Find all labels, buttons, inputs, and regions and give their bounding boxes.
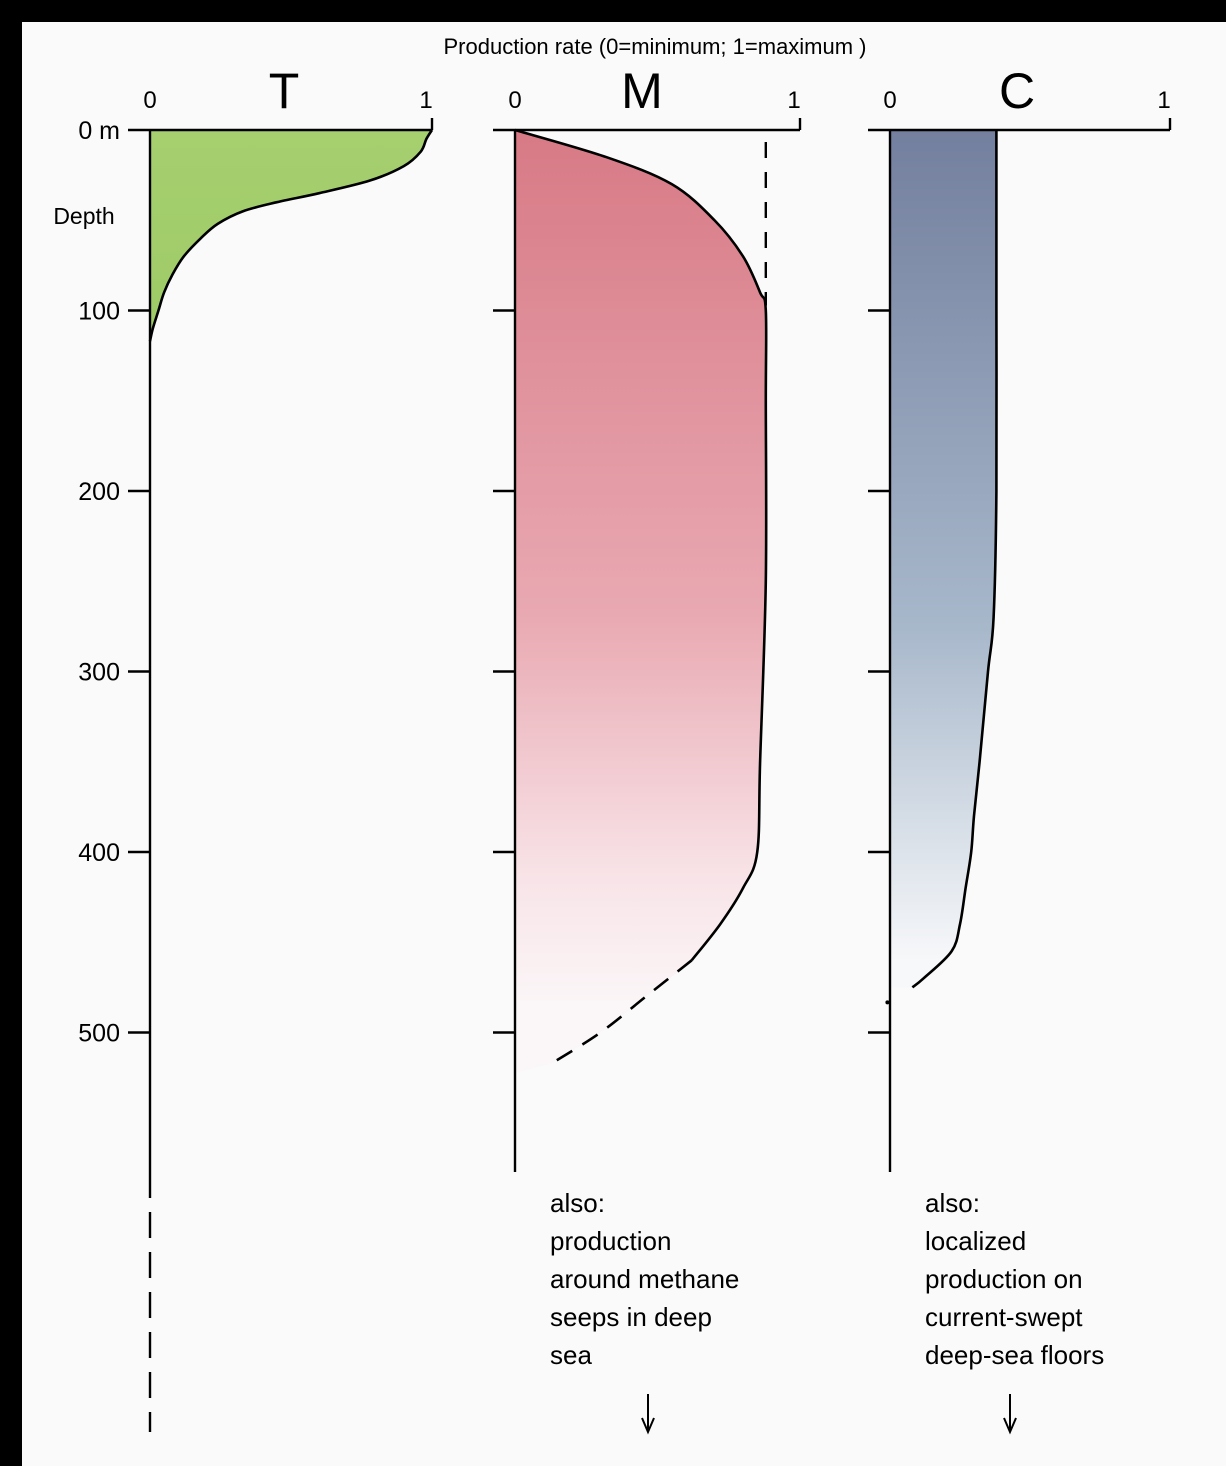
y-tick-label: 400 xyxy=(78,839,120,867)
x-tick-label-0: 0 xyxy=(143,87,156,114)
y-tick-label: 0 m xyxy=(78,117,120,145)
annotation-line: also: xyxy=(925,1188,980,1218)
profile-line-m xyxy=(514,128,768,962)
annotation-line: current-swept xyxy=(925,1302,1083,1332)
annotation-line: seeps in deep xyxy=(550,1302,712,1332)
chart-title: Production rate (0=minimum; 1=maximum ) xyxy=(443,34,866,59)
panel-letter-c: C xyxy=(999,63,1035,119)
annotation-line: production on xyxy=(925,1264,1083,1294)
profile-fill-m xyxy=(515,130,767,1074)
annotation-c: also: localized production on current-swept… xyxy=(925,1188,1104,1370)
profile-fill-c xyxy=(890,130,997,988)
annotation-line: production xyxy=(550,1226,671,1256)
down-arrow-head xyxy=(641,1417,655,1435)
y-tick-labels: 0 m 100 200 300 400 500 xyxy=(78,117,120,1048)
figure-paper: Production rate (0=minimum; 1=maximum ) … xyxy=(22,22,1226,1466)
down-arrow-head xyxy=(1003,1417,1017,1435)
y-tick-label: 500 xyxy=(78,1020,120,1048)
profile-fill-t xyxy=(150,130,432,342)
production-rate-chart: Production rate (0=minimum; 1=maximum ) … xyxy=(53,34,1172,1435)
x-tick-label-1: 1 xyxy=(1157,87,1170,114)
x-tick-label-0: 0 xyxy=(883,87,896,114)
y-tick-label: 300 xyxy=(78,659,120,687)
annotation-line: also: xyxy=(550,1188,605,1218)
panel-letter-m: M xyxy=(621,63,663,119)
x-tick-label-0: 0 xyxy=(508,87,521,114)
y-tick-label: 200 xyxy=(78,478,120,506)
profile-line-t xyxy=(148,129,434,342)
panel-letter-t: T xyxy=(269,63,300,119)
annotation-m: also: production around methane seeps in de… xyxy=(550,1188,739,1370)
profile-line-c xyxy=(911,130,998,989)
panel-t: 0 1 T xyxy=(128,63,434,1432)
profile-end-dot xyxy=(885,1000,890,1005)
y-tick-label: 100 xyxy=(78,298,120,326)
y-axis-label: Depth xyxy=(53,203,114,229)
annotation-line: localized xyxy=(925,1226,1026,1256)
x-tick-label-1: 1 xyxy=(787,87,800,114)
annotation-line: around methane xyxy=(550,1264,739,1294)
annotation-line: sea xyxy=(550,1340,592,1370)
annotation-line: deep-sea floors xyxy=(925,1340,1104,1370)
x-tick-label-1: 1 xyxy=(419,87,432,114)
